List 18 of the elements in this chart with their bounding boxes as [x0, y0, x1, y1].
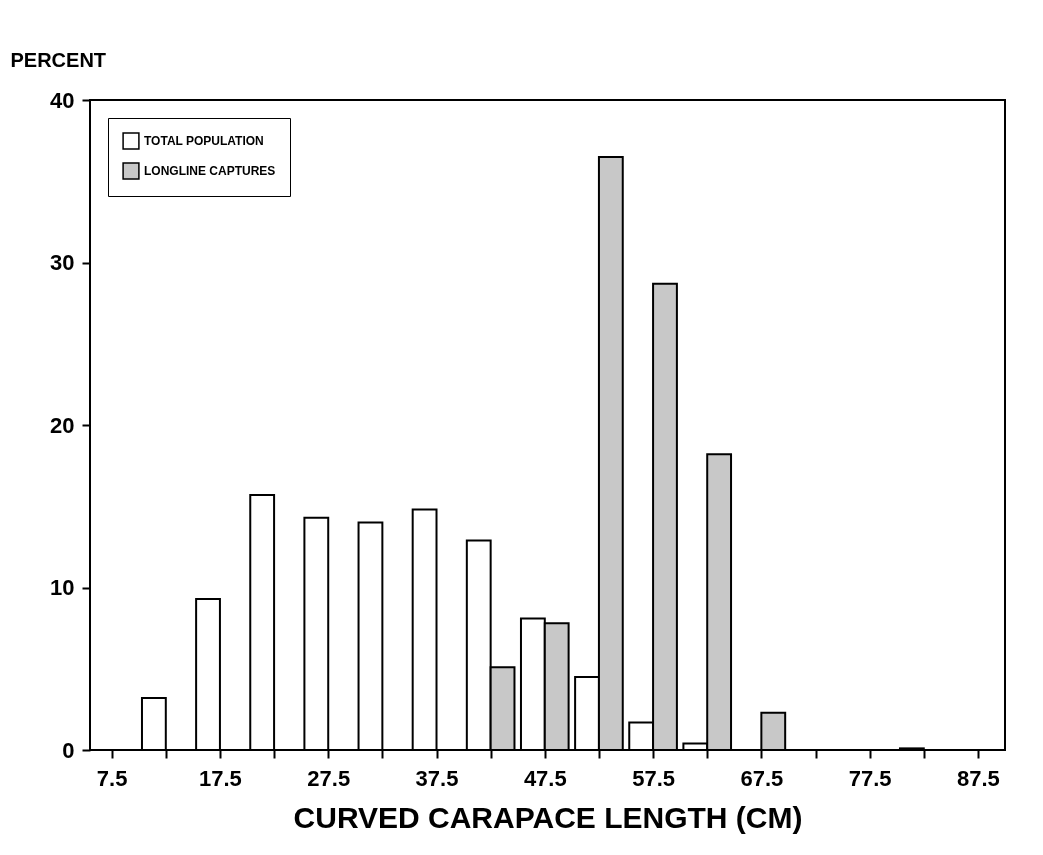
x-tick-label: 17.5: [199, 765, 242, 791]
y-tick-label: 10: [50, 575, 75, 600]
y-tick-label: 0: [62, 737, 75, 763]
legend-label: LONGLINE CAPTURES: [144, 164, 276, 178]
x-tick-label: 77.5: [848, 765, 892, 791]
x-tick-label: 47.5: [523, 765, 567, 791]
y-tick-label: 30: [50, 250, 75, 275]
y-tick-label: 20: [50, 412, 75, 438]
x-tick-label: 37.5: [415, 765, 459, 791]
x-tick-label: 7.5: [96, 765, 128, 791]
y-axis-title: PERCENT: [10, 48, 107, 71]
x-tick-label: 57.5: [632, 765, 675, 791]
x-tick-label: 87.5: [957, 765, 1000, 791]
x-tick-label: 27.5: [307, 765, 351, 791]
x-axis-title: CURVED CARAPACE LENGTH (CM): [293, 800, 803, 834]
legend-label: TOTAL POPULATION: [144, 134, 264, 148]
x-tick-label: 67.5: [740, 765, 784, 791]
y-tick-label: 40: [50, 87, 75, 113]
